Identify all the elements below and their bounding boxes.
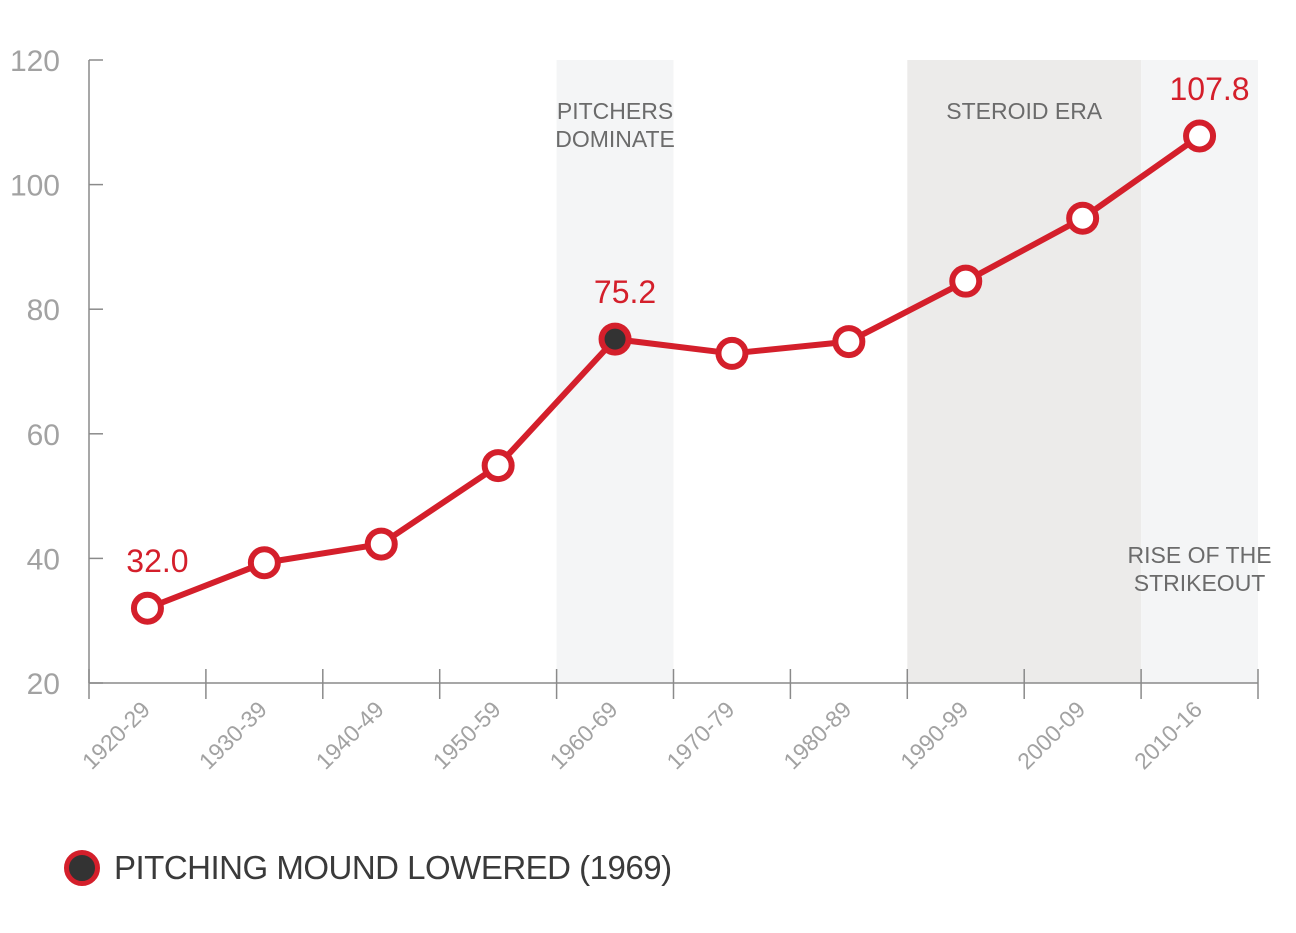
data-label: 107.8: [1170, 71, 1250, 107]
data-point: [247, 546, 281, 580]
y-tick-label: 60: [27, 419, 60, 452]
era-band-label: STRIKEOUT: [1134, 570, 1266, 596]
x-tick-label: 1920-29: [77, 696, 155, 774]
data-label: 75.2: [594, 274, 656, 310]
era-band-label: PITCHERS: [557, 98, 673, 124]
x-tick-label: 2010-16: [1129, 696, 1207, 774]
data-point: [130, 591, 164, 625]
legend-marker: [64, 850, 100, 886]
era-band: [556, 60, 674, 683]
y-tick-label: 20: [27, 668, 60, 701]
data-point: [1066, 201, 1100, 235]
x-tick-label: 1980-89: [778, 696, 856, 774]
legend: PITCHING MOUND LOWERED (1969): [64, 848, 672, 888]
series-line: [144, 133, 1203, 612]
x-tick-label: 1950-59: [428, 696, 506, 774]
data-point: [949, 264, 983, 298]
legend-label: PITCHING MOUND LOWERED (1969): [114, 849, 672, 886]
era-band-label: STEROID ERA: [946, 98, 1103, 124]
data-point: [481, 449, 515, 483]
x-tick-label: 1990-99: [895, 696, 973, 774]
highlighted-data-point: [598, 322, 632, 356]
x-tick-label: 1940-49: [311, 696, 389, 774]
era-band: [907, 60, 1142, 683]
y-tick-label: 80: [27, 294, 60, 327]
data-point: [364, 527, 398, 561]
y-tick-label: 120: [10, 45, 60, 78]
era-band-label: RISE OF THE: [1128, 542, 1272, 568]
y-tick-label: 40: [27, 543, 60, 576]
era-band-label: DOMINATE: [555, 126, 675, 152]
data-point: [832, 325, 866, 359]
x-tick-label: 2000-09: [1012, 696, 1090, 774]
x-tick-label: 1930-39: [194, 696, 272, 774]
data-label: 32.0: [126, 543, 188, 579]
data-point: [715, 336, 749, 370]
x-tick-label: 1970-79: [661, 696, 739, 774]
y-tick-label: 100: [10, 170, 60, 203]
data-point: [1183, 119, 1217, 153]
x-tick-label: 1960-69: [545, 696, 623, 774]
